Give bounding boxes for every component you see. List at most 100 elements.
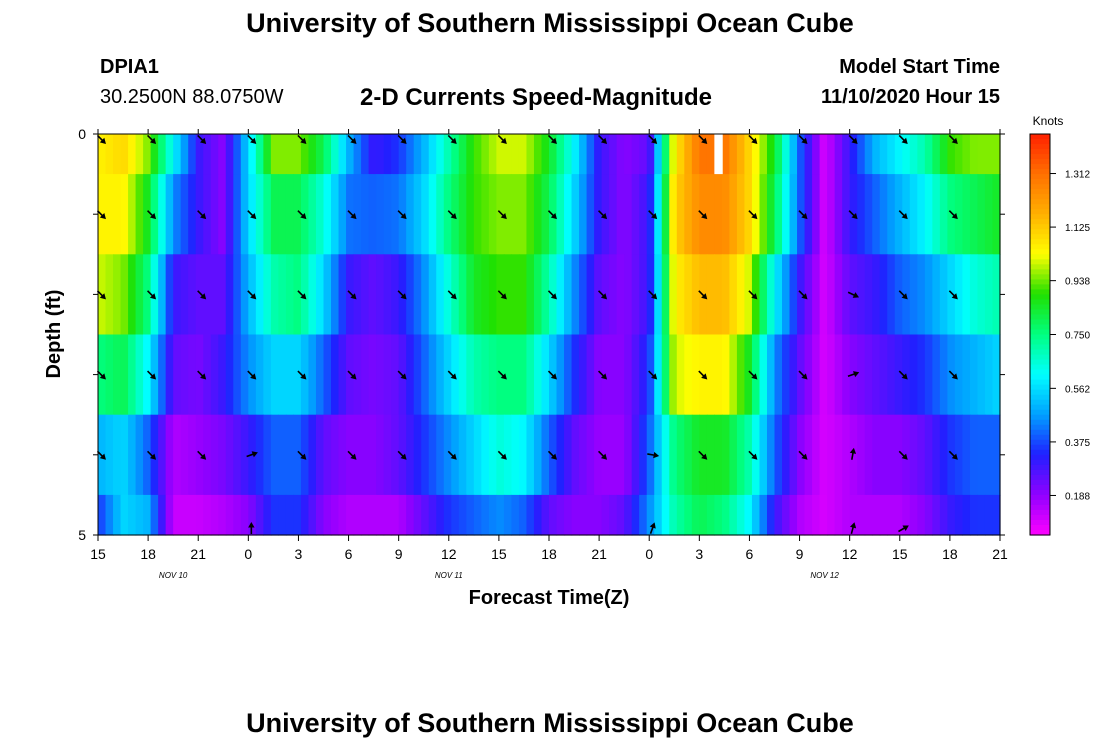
heatmap-cell [661,334,670,416]
heatmap-cell [255,414,264,496]
heatmap-cell [338,174,347,255]
heatmap-cell [579,414,588,496]
heatmap-cell [496,134,505,175]
heatmap-cell [496,334,505,416]
direction-arrow [397,370,407,380]
direction-arrow [648,370,658,380]
heatmap-cell [872,134,881,175]
colorbar: 1.312 1.125 0.938 0.750 0.562 0.375 0.188 [1029,133,1090,536]
arrow-head [250,293,257,300]
heatmap-cell [361,174,370,255]
direction-arrow [297,134,307,144]
colorbar-segment [1030,459,1050,466]
arrow-head [600,373,608,380]
arrow-head [653,451,660,459]
direction-arrow [698,210,708,220]
heatmap-cell [834,174,843,255]
heatmap-cell [992,494,1001,536]
arrow-head [400,293,407,300]
arrow-head [200,137,207,144]
direction-arrow [447,450,457,460]
heatmap-cell [616,334,625,416]
heatmap-cell [120,254,129,336]
heatmap-cell [421,334,430,416]
heatmap-cell [624,254,633,336]
heatmap-cell [218,414,227,496]
heatmap-cell [541,134,550,175]
heatmap-cell [511,414,520,496]
heatmap-cell [466,254,475,336]
heatmap-cell [413,174,422,255]
heatmap-cell [759,414,768,496]
heatmap-cell [549,494,558,536]
direction-arrow [197,210,207,220]
heatmap-cell [285,334,295,416]
heatmap-cell [143,254,152,336]
heatmap-cell [143,174,152,255]
direction-arrow [347,370,357,380]
heatmap-cell [631,334,640,416]
heatmap-cell [278,414,287,496]
heatmap-cell [797,174,806,255]
heatmap-cell [285,134,295,175]
heatmap-cell [721,414,730,496]
arrow-head [550,373,557,380]
heatmap-cell [436,494,445,536]
heatmap-cell [812,494,821,536]
heatmap-cell [203,414,212,496]
heatmap-cell [225,254,234,336]
colorbar-segment [1030,229,1050,235]
heatmap-cell [120,414,129,496]
arrow-head [550,453,557,460]
heatmap-cell [984,494,994,536]
heatmap-cell [669,254,678,336]
colorbar-tick-label: 0.938 [1065,277,1090,288]
heatmap-cell [676,254,685,336]
heatmap-cell [158,254,167,336]
heatmap-cell [676,414,685,496]
heatmap-cell [255,174,264,255]
heatmap-cell [872,174,881,255]
heatmap-cell [879,134,888,175]
heatmap-cell [518,494,528,536]
heatmap-cell [549,134,558,175]
heatmap-cell [661,134,670,175]
heatmap-cell [797,134,806,175]
heatmap-cell [188,414,197,496]
heatmap-cell [496,254,505,336]
heatmap-cell [774,414,783,496]
heatmap-cell [797,254,806,336]
heatmap-cell [721,254,730,336]
heatmap-cell [909,414,918,496]
heatmap-cell [631,414,640,496]
heatmap-cell [331,494,340,536]
x-tick-label: 21 [992,546,1008,562]
direction-arrow [247,134,257,144]
heatmap-cell [691,174,700,255]
heatmap-cell [533,254,543,336]
heatmap-cell [872,414,881,496]
heatmap-cell [751,134,761,175]
direction-arrow [948,134,958,144]
heatmap-cell [466,134,475,175]
heatmap-cell [443,134,452,175]
colorbar-segment [1030,474,1050,481]
heatmap-cell [616,254,625,336]
heatmap-cell [977,134,986,175]
direction-arrow [898,370,908,380]
heatmap-cell [864,414,873,496]
colorbar-segment [1030,354,1050,361]
heatmap-cell [541,494,550,536]
heatmap-cell [676,134,685,175]
heatmap-cell [654,494,663,536]
heatmap-cell [571,134,580,175]
heatmap-cell [669,414,678,496]
x-tick-label: 21 [591,546,607,562]
heatmap-cell [691,134,700,175]
heatmap-cell [338,134,347,175]
heatmap-cell [488,174,497,255]
direction-arrow [698,290,708,300]
heatmap-cell [105,414,114,496]
heatmap-cell [616,494,625,536]
colorbar-segment [1030,339,1050,346]
